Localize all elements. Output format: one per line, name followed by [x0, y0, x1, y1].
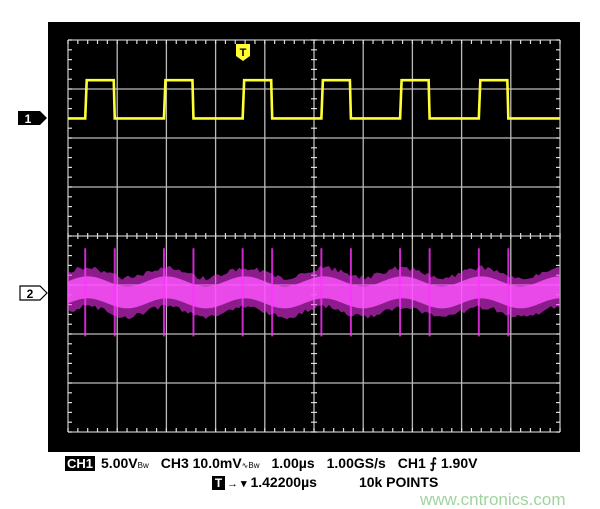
- watermark: www.cntronics.com: [420, 491, 565, 509]
- trigger-level: 1.90V: [441, 455, 478, 471]
- status-line-1: CH1 5.00VBw CH3 10.0mV∿Bw 1.00µs 1.00GS/s CH1…: [65, 455, 600, 474]
- ch1-scale: 5.00V: [101, 455, 138, 471]
- ch1-badge: CH1: [65, 456, 95, 471]
- trigger-position: 1.42200µs: [250, 474, 316, 490]
- record-length: 10k POINTS: [359, 474, 438, 490]
- trigger-marker-label: T: [240, 47, 247, 59]
- ch2-marker-label: 2: [27, 287, 34, 301]
- ch3-scale: CH3 10.0mV: [161, 455, 242, 471]
- ch1-marker-label: 1: [25, 112, 32, 126]
- ch1-marker[interactable]: 1: [18, 111, 47, 126]
- rising-edge-icon: ⨍: [430, 455, 437, 471]
- arrow-icon: → ▾: [227, 478, 247, 490]
- trigger-badge: T: [212, 476, 225, 490]
- oscilloscope-display: 1 2 T: [0, 0, 600, 455]
- ch3-bw-indicator: Bw: [248, 461, 259, 470]
- trigger-source: CH1: [398, 455, 426, 471]
- timebase: 1.00µs: [272, 455, 315, 471]
- bw-limit-indicator: Bw: [138, 461, 149, 470]
- sample-rate: 1.00GS/s: [327, 455, 386, 471]
- ch2-marker[interactable]: 2: [20, 286, 47, 301]
